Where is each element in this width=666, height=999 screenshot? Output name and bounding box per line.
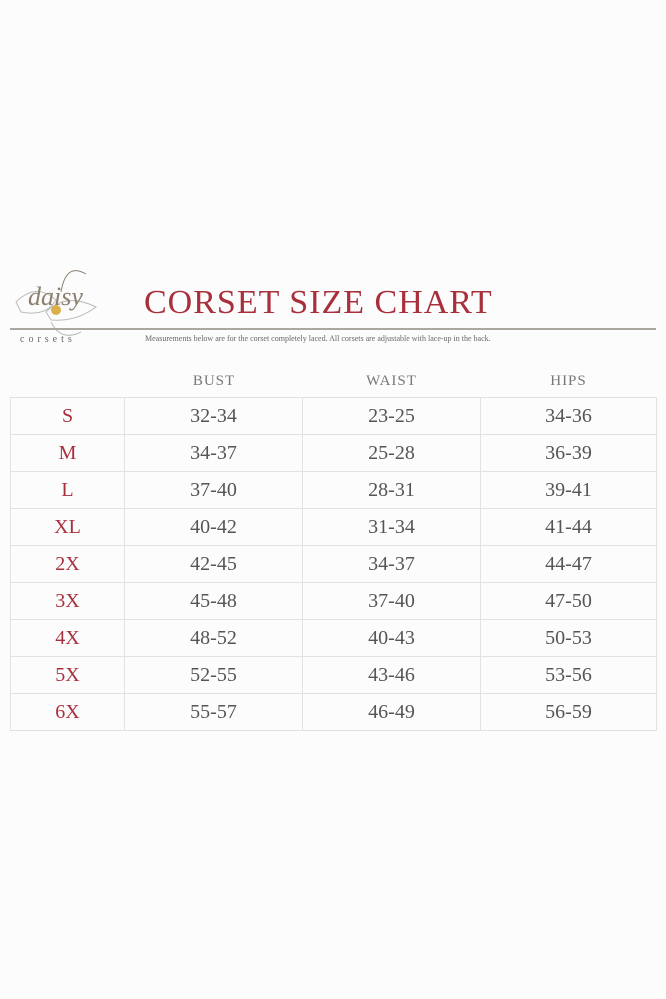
hips-cell: 41-44 (480, 508, 657, 546)
bust-cell: 37-40 (124, 471, 303, 509)
waist-cell: 37-40 (302, 582, 481, 620)
table-row: 2X 42-45 34-37 44-47 (10, 545, 657, 583)
hips-cell: 34-36 (480, 397, 657, 435)
bust-cell: 32-34 (124, 397, 303, 435)
size-cell: L (10, 471, 125, 509)
waist-cell: 28-31 (302, 471, 481, 509)
bust-cell: 55-57 (124, 693, 303, 731)
hips-cell: 44-47 (480, 545, 657, 583)
bust-cell: 40-42 (124, 508, 303, 546)
table-row: 3X 45-48 37-40 47-50 (10, 582, 657, 620)
daisy-flower-logo-icon (15, 270, 97, 336)
table-row: XL 40-42 31-34 41-44 (10, 508, 657, 546)
size-table: S 32-34 23-25 34-36 M 34-37 25-28 36-39 L 37-40 28… (10, 397, 657, 731)
header-hips: HIPS (550, 373, 587, 389)
hips-cell: 56-59 (480, 693, 657, 731)
hips-cell: 39-41 (480, 471, 657, 509)
waist-cell: 40-43 (302, 619, 481, 657)
size-cell: 5X (10, 656, 125, 694)
logo-subtitle: corsets (20, 334, 76, 345)
bust-cell: 34-37 (124, 434, 303, 472)
size-cell: 2X (10, 545, 125, 583)
divider (10, 328, 656, 330)
bust-cell: 45-48 (124, 582, 303, 620)
page-title: CORSET SIZE CHART (144, 284, 493, 321)
hips-cell: 47-50 (480, 582, 657, 620)
bust-cell: 42-45 (124, 545, 303, 583)
size-cell: XL (10, 508, 125, 546)
size-cell: M (10, 434, 125, 472)
table-row: L 37-40 28-31 39-41 (10, 471, 657, 509)
hips-cell: 36-39 (480, 434, 657, 472)
header-waist: WAIST (366, 373, 417, 389)
hips-cell: 50-53 (480, 619, 657, 657)
bust-cell: 52-55 (124, 656, 303, 694)
table-row: M 34-37 25-28 36-39 (10, 434, 657, 472)
table-row: 6X 55-57 46-49 56-59 (10, 693, 657, 731)
size-cell: S (10, 397, 125, 435)
table-row: 5X 52-55 43-46 53-56 (10, 656, 657, 694)
size-cell: 4X (10, 619, 125, 657)
waist-cell: 31-34 (302, 508, 481, 546)
measurement-note: Measurements below are for the corset co… (145, 334, 491, 343)
header-bust: BUST (192, 373, 236, 389)
hips-cell: 53-56 (480, 656, 657, 694)
table-row: S 32-34 23-25 34-36 (10, 397, 657, 435)
table-row: 4X 48-52 40-43 50-53 (10, 619, 657, 657)
waist-cell: 23-25 (302, 397, 481, 435)
waist-cell: 46-49 (302, 693, 481, 731)
logo-wordmark: daisy (28, 282, 83, 311)
waist-cell: 34-37 (302, 545, 481, 583)
waist-cell: 25-28 (302, 434, 481, 472)
bust-cell: 48-52 (124, 619, 303, 657)
size-cell: 6X (10, 693, 125, 731)
waist-cell: 43-46 (302, 656, 481, 694)
size-cell: 3X (10, 582, 125, 620)
